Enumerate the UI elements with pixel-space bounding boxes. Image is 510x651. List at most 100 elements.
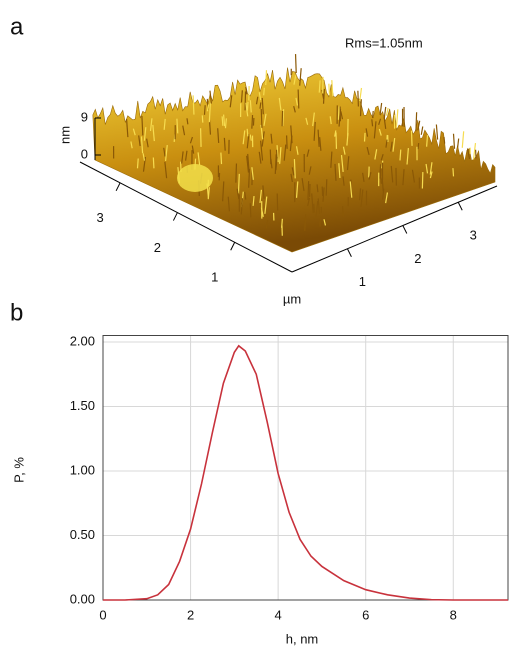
surface-spike bbox=[249, 134, 252, 141]
surface-spike bbox=[346, 132, 349, 146]
surface-spike bbox=[222, 114, 226, 127]
surface-spike bbox=[246, 134, 250, 149]
x-tick-label: 6 bbox=[362, 607, 369, 622]
surface-spike bbox=[140, 136, 144, 154]
surface-spike bbox=[312, 112, 315, 127]
surface-spike bbox=[262, 185, 265, 199]
surface-spike bbox=[334, 130, 337, 137]
surface-spike bbox=[260, 124, 264, 140]
annotation: Rms=1.05nm bbox=[345, 35, 423, 50]
surface-spike bbox=[330, 151, 333, 168]
surface-spike bbox=[247, 153, 250, 173]
surface-spike bbox=[270, 133, 273, 144]
x-tick-label: 0 bbox=[99, 607, 106, 622]
axis bbox=[291, 185, 498, 273]
surface-spike bbox=[263, 113, 267, 126]
surface-spike bbox=[307, 181, 310, 200]
surface-spike bbox=[402, 169, 405, 186]
surface-spike bbox=[426, 135, 429, 147]
surface-spike bbox=[208, 120, 212, 135]
x-tick-label: 2 bbox=[414, 251, 421, 266]
surface-spike bbox=[249, 203, 252, 218]
surface-spike bbox=[224, 118, 227, 129]
surface-spike bbox=[260, 140, 264, 161]
surface-spike bbox=[293, 159, 296, 179]
surface-spike bbox=[269, 149, 272, 165]
surface-spike bbox=[322, 88, 325, 104]
surface-spike bbox=[373, 121, 377, 139]
surface-spike bbox=[246, 128, 249, 137]
surface-spike bbox=[325, 179, 328, 196]
surface-spike bbox=[261, 97, 264, 115]
surface-spike bbox=[331, 80, 334, 97]
surface-spike bbox=[329, 116, 332, 125]
surface-spike bbox=[429, 162, 433, 175]
surface-spike bbox=[283, 144, 287, 161]
surface-spike bbox=[311, 193, 314, 214]
surface-spike bbox=[378, 128, 382, 136]
surface-spike bbox=[295, 146, 299, 155]
surface-spike bbox=[176, 118, 179, 134]
surface-spike bbox=[276, 145, 279, 163]
surface-spike bbox=[429, 171, 433, 179]
surface-spike bbox=[142, 156, 146, 172]
surface-spike bbox=[236, 188, 240, 200]
surface-spike bbox=[293, 105, 296, 113]
surface-spike bbox=[227, 196, 231, 212]
surface-spike bbox=[163, 147, 166, 157]
surface-spike bbox=[132, 128, 136, 136]
surface-spike bbox=[304, 214, 307, 231]
surface-spike bbox=[244, 191, 247, 200]
surface-spike bbox=[318, 80, 321, 93]
surface-spike bbox=[295, 97, 299, 106]
surface-spike bbox=[359, 99, 362, 117]
surface-spike bbox=[220, 152, 223, 165]
axis bbox=[79, 161, 293, 273]
surface-spike bbox=[390, 141, 393, 152]
surface-spike bbox=[406, 147, 409, 165]
surface-spike bbox=[420, 126, 424, 135]
tick bbox=[115, 182, 121, 192]
surface-spike bbox=[379, 164, 382, 179]
surface-spike bbox=[189, 136, 193, 144]
surface-spike bbox=[274, 154, 277, 174]
surface-spike bbox=[223, 137, 226, 151]
surface-spike bbox=[265, 70, 268, 86]
surface-spike bbox=[457, 138, 460, 148]
surface-spike bbox=[246, 101, 249, 111]
surface-spike bbox=[366, 146, 370, 156]
surface-spike bbox=[340, 154, 344, 172]
surface-spike bbox=[222, 181, 225, 202]
surface-spike bbox=[259, 102, 262, 109]
surface-spike bbox=[334, 163, 337, 181]
surface-spike bbox=[365, 128, 369, 137]
surface-spike bbox=[357, 90, 359, 107]
surface-spike bbox=[338, 109, 342, 127]
surface-spike bbox=[385, 192, 389, 204]
surface-spike bbox=[417, 120, 421, 131]
surface-spike bbox=[395, 109, 399, 128]
y-label: P, % bbox=[11, 457, 26, 483]
surface-spike bbox=[308, 166, 312, 175]
surface-spike bbox=[443, 136, 446, 144]
surface-spike bbox=[143, 127, 147, 141]
surface-bump bbox=[177, 164, 213, 192]
surface-spike bbox=[382, 188, 385, 200]
surface-spike bbox=[191, 145, 195, 154]
surface-spike bbox=[258, 151, 262, 164]
surface-spike bbox=[290, 173, 293, 183]
surface-spike bbox=[297, 89, 300, 109]
surface-spike bbox=[399, 149, 402, 161]
surface-spike bbox=[245, 86, 248, 95]
y-tick-label: 1.00 bbox=[70, 462, 95, 477]
surface-spike bbox=[383, 117, 387, 129]
surface-spike bbox=[251, 115, 254, 129]
surface-spike bbox=[242, 130, 246, 145]
surface-spike bbox=[142, 153, 146, 161]
surface-spike bbox=[328, 83, 331, 96]
x-tick-label: 2 bbox=[187, 607, 194, 622]
surface-spike bbox=[197, 152, 201, 166]
surface-spike bbox=[192, 95, 195, 115]
y-tick-label: 0.00 bbox=[70, 591, 95, 606]
